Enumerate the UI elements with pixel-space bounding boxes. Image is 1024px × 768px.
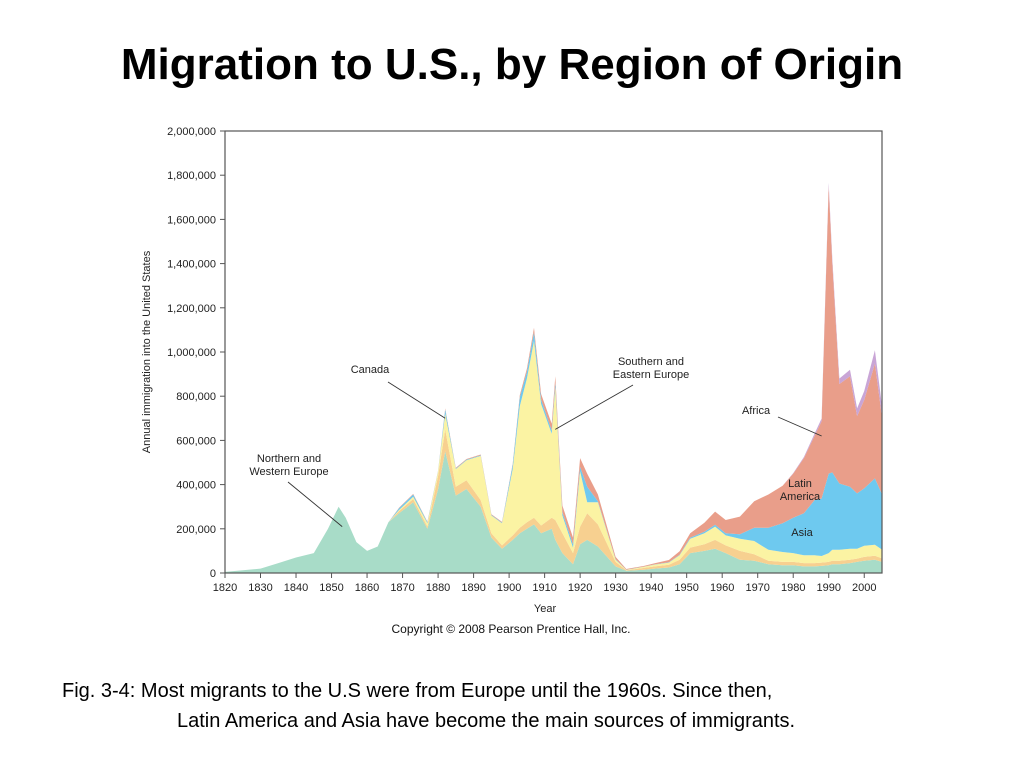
x-tick-label: 1990 (816, 582, 840, 594)
area-se-europe (225, 340, 882, 572)
y-axis-title: Annual immigration into the United State… (141, 250, 153, 453)
x-tick-label: 1950 (674, 582, 698, 594)
area-asia (225, 332, 882, 572)
y-tick-label: 800,000 (176, 391, 216, 403)
stacked-areas (225, 182, 882, 573)
caption-line-2: Latin America and Asia have become the m… (177, 710, 796, 732)
y-tick-label: 1,000,000 (167, 347, 216, 359)
annotation-asia: Asia (791, 527, 813, 539)
area-nw-europe (225, 451, 882, 573)
x-tick-label: 1930 (603, 582, 627, 594)
x-tick-label: 1980 (781, 582, 805, 594)
x-tick-label: 1910 (532, 582, 556, 594)
annotation-leader-line (555, 384, 634, 430)
x-axis-title: Year (534, 603, 557, 615)
x-tick-label: 2000 (852, 582, 876, 594)
annotation-southern-and-eastern-europe: Southern and Eastern Europe (613, 356, 689, 381)
y-tick-label: 0 (210, 568, 216, 580)
annotation-leader-line (387, 381, 446, 419)
annotation-canada: Canada (351, 364, 390, 376)
figure-caption: Fig. 3-4: Most migrants to the U.S were … (62, 676, 942, 736)
copyright-note: Copyright © 2008 Pearson Prentice Hall, … (392, 622, 631, 636)
annotations: Canada Southern and Eastern Europe Africa No… (249, 356, 822, 539)
annotation-leader-line (287, 481, 343, 527)
x-tick-label: 1920 (568, 582, 592, 594)
x-tick-label: 1960 (710, 582, 734, 594)
y-tick-label: 400,000 (176, 480, 216, 492)
annotation-leader-line (777, 416, 822, 437)
x-tick-label: 1860 (355, 582, 379, 594)
annotation-latin-america: Latin America (780, 478, 821, 503)
x-tick-label: 1890 (461, 582, 485, 594)
y-tick-label: 1,200,000 (167, 303, 216, 315)
y-tick-label: 1,800,000 (167, 170, 216, 182)
slide-title: Migration to U.S., by Region of Origin (120, 40, 904, 89)
x-tick-label: 1840 (284, 582, 308, 594)
x-tick-label: 1940 (639, 582, 663, 594)
x-tick-label: 1850 (319, 582, 343, 594)
immigration-area-chart: 0 200,000 400,000 600,000 800,000 1,000,000 1,… (141, 126, 883, 636)
x-tick-label: 1820 (213, 582, 237, 594)
x-tick-label: 1870 (390, 582, 414, 594)
y-tick-label: 600,000 (176, 435, 216, 447)
x-tick-label: 1830 (248, 582, 272, 594)
y-tick-label: 2,000,000 (167, 126, 216, 138)
annotation-northern-and-western-europe: Northern and Western Europe (249, 453, 328, 478)
x-tick-label: 1880 (426, 582, 450, 594)
axis-ticks: 0 200,000 400,000 600,000 800,000 1,000,000 1,… (167, 126, 876, 594)
x-tick-label: 1970 (745, 582, 769, 594)
y-tick-label: 1,400,000 (167, 259, 216, 271)
y-tick-label: 200,000 (176, 524, 216, 536)
y-tick-label: 1,600,000 (167, 214, 216, 226)
annotation-africa: Africa (742, 405, 771, 417)
x-tick-label: 1900 (497, 582, 521, 594)
caption-line-1: Fig. 3-4: Most migrants to the U.S were … (62, 680, 773, 702)
